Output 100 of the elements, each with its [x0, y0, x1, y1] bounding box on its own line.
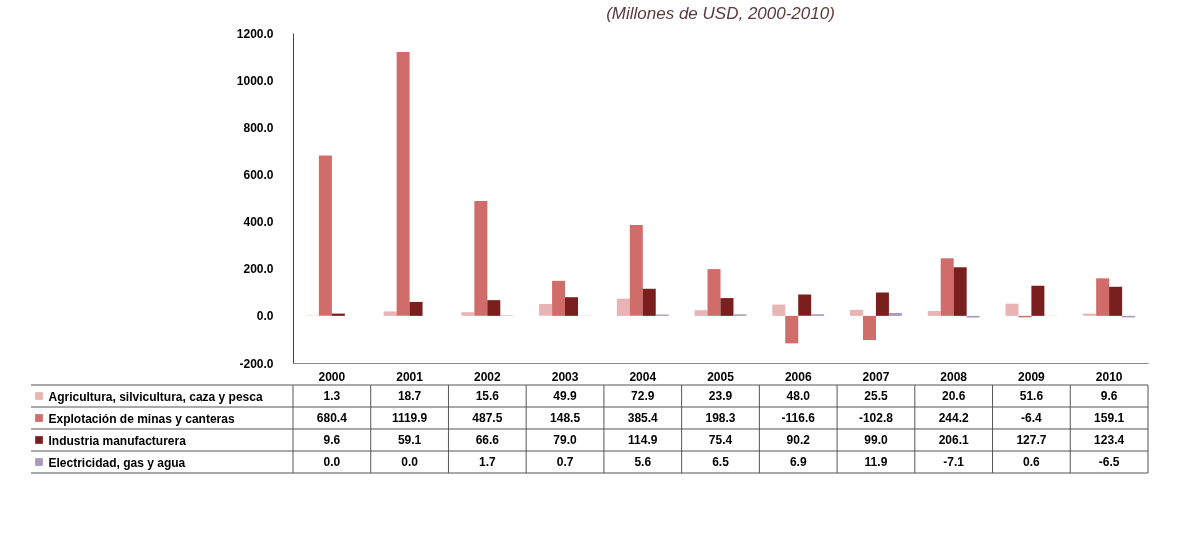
bar: [461, 312, 475, 316]
bar: [798, 294, 812, 316]
x-tick-label: 2000: [318, 369, 346, 384]
bar: [318, 155, 332, 316]
bar: [1031, 285, 1045, 316]
data-label: 6.9: [789, 455, 807, 469]
x-tick-label: 2004: [629, 369, 657, 384]
bar: [694, 310, 708, 316]
data-label: 127.7: [1016, 433, 1047, 447]
data-label: 206.1: [938, 433, 970, 447]
bar: [565, 297, 579, 316]
data-label: 75.4: [708, 433, 733, 447]
x-tick-label: 2009: [1018, 369, 1046, 384]
data-label: 9.6: [323, 433, 341, 447]
legend-label: Electricidad, gas y agua: [48, 455, 186, 470]
y-tick-label: 400.0: [243, 215, 274, 230]
bar: [616, 298, 630, 316]
chart-title: (Millones de USD, 2000-2010): [606, 4, 835, 23]
y-tick-label: -200.0: [239, 356, 274, 371]
data-label: 23.9: [708, 389, 733, 403]
x-tick-label: 2005: [707, 369, 735, 384]
bar: [785, 315, 799, 344]
bar: [927, 311, 941, 316]
bar: [642, 288, 656, 316]
data-label: 198.3: [705, 411, 736, 425]
x-tick-label: 2002: [473, 369, 501, 384]
y-tick-label: 800.0: [243, 120, 274, 135]
bar: [539, 304, 553, 316]
legend-label: Industria manufacturera: [48, 433, 187, 448]
y-tick-label: 0.0: [256, 309, 274, 324]
y-tick-label: 200.0: [243, 262, 274, 277]
data-label: 0.0: [401, 455, 419, 469]
data-label: 123.4: [1094, 433, 1125, 447]
bar: [888, 313, 902, 316]
data-label: 244.2: [938, 411, 970, 425]
x-tick-label: 2007: [862, 369, 890, 384]
data-label: 680.4: [316, 411, 348, 425]
data-label: 9.6: [1100, 389, 1118, 403]
bar: [331, 313, 345, 316]
data-label: 25.5: [864, 389, 888, 403]
data-label: -7.1: [943, 455, 965, 469]
x-tick-label: 2008: [940, 369, 968, 384]
data-label: 0.6: [1023, 455, 1041, 469]
data-label: 99.0: [864, 433, 888, 447]
data-label: 1.3: [323, 389, 341, 403]
data-label: -102.8: [858, 411, 894, 425]
y-tick-label: 600.0: [243, 167, 274, 182]
bar: [552, 280, 566, 316]
data-label: 385.4: [627, 411, 659, 425]
data-label: 79.0: [553, 433, 578, 447]
data-label: 66.6: [475, 433, 500, 447]
data-label: 6.5: [712, 455, 730, 469]
y-tick-label: 1200.0: [236, 26, 274, 41]
bar: [1083, 313, 1097, 316]
data-label: -6.5: [1098, 455, 1120, 469]
bar: [1096, 278, 1110, 316]
bar: [409, 301, 423, 316]
data-label: 15.6: [475, 389, 500, 403]
y-tick-label: 1000.0: [236, 73, 274, 88]
bar: [707, 269, 721, 316]
bar: [875, 292, 889, 316]
data-label: 114.9: [628, 433, 658, 447]
data-label: 1.7: [478, 455, 496, 469]
x-tick-label: 2001: [396, 369, 424, 384]
data-label: 51.6: [1019, 389, 1044, 403]
data-label: 487.5: [472, 411, 503, 425]
data-label: 5.6: [634, 455, 652, 469]
x-tick-label: 2006: [784, 369, 812, 384]
legend-label: Agricultura, silvicultura, caza y pesca: [48, 389, 263, 404]
data-label: 18.7: [397, 389, 422, 403]
bar: [940, 258, 954, 316]
bar: [862, 315, 876, 341]
data-label: 1119.9: [391, 411, 428, 425]
data-label: 159.1: [1094, 411, 1125, 425]
data-label: -116.6: [781, 411, 816, 425]
legend-label: Explotación de minas y canteras: [48, 411, 235, 426]
data-label: 20.6: [942, 389, 966, 403]
data-label: 72.9: [631, 389, 655, 403]
data-label: 48.0: [786, 389, 811, 403]
data-label: 148.5: [550, 411, 581, 425]
bar: [953, 267, 967, 316]
bar: [383, 311, 397, 316]
bar: [1005, 303, 1019, 316]
x-tick-label: 2010: [1095, 369, 1123, 384]
data-label: 59.1: [397, 433, 422, 447]
bar: [474, 200, 488, 316]
bar: [720, 298, 734, 316]
data-label: 0.0: [323, 455, 341, 469]
data-label: 49.9: [553, 389, 578, 403]
bar: [850, 309, 864, 316]
data-label: 11.9: [864, 455, 888, 469]
bar: [629, 225, 643, 316]
data-label: 0.7: [556, 455, 574, 469]
bar: [487, 300, 501, 316]
x-tick-label: 2003: [551, 369, 579, 384]
bar: [1109, 286, 1123, 316]
data-label: -6.4: [1021, 411, 1043, 425]
bar: [396, 51, 410, 316]
bar: [772, 304, 786, 316]
data-label: 90.2: [786, 433, 811, 447]
